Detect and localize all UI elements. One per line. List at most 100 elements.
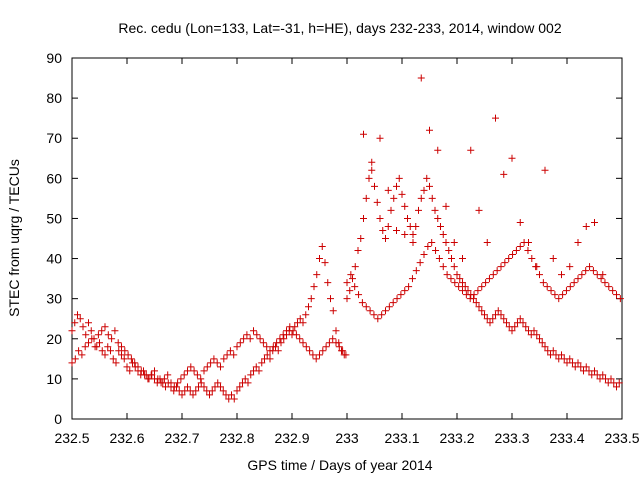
data-point bbox=[355, 291, 363, 299]
data-point bbox=[591, 367, 598, 375]
data-point bbox=[485, 275, 493, 283]
data-point bbox=[578, 271, 586, 279]
data-point bbox=[445, 247, 453, 255]
data-point bbox=[475, 303, 483, 311]
data-point bbox=[442, 239, 450, 247]
data-point bbox=[486, 319, 494, 327]
data-point bbox=[371, 182, 378, 190]
data-point bbox=[109, 355, 117, 363]
data-point bbox=[459, 279, 466, 287]
data-point bbox=[223, 351, 231, 359]
data-point bbox=[566, 355, 574, 363]
data-point bbox=[68, 359, 76, 367]
data-point bbox=[401, 230, 409, 238]
data-point bbox=[244, 379, 252, 387]
data-point bbox=[558, 271, 565, 279]
data-point bbox=[197, 375, 205, 383]
data-point bbox=[274, 347, 282, 355]
data-point bbox=[459, 287, 466, 295]
data-point bbox=[85, 319, 92, 327]
data-point bbox=[397, 291, 405, 299]
data-point bbox=[597, 275, 605, 283]
data-point bbox=[493, 267, 501, 275]
data-point bbox=[589, 267, 597, 275]
data-point bbox=[230, 395, 238, 403]
y-tick-label: 90 bbox=[46, 50, 62, 66]
data-point bbox=[108, 335, 116, 343]
data-point bbox=[206, 391, 213, 399]
data-point bbox=[160, 375, 168, 383]
y-tick-label: 20 bbox=[46, 331, 62, 347]
data-point bbox=[574, 239, 582, 247]
data-point bbox=[126, 367, 134, 375]
data-point bbox=[318, 243, 326, 251]
data-point bbox=[482, 279, 490, 287]
data-point bbox=[68, 327, 76, 335]
data-point bbox=[443, 271, 451, 279]
data-point bbox=[562, 287, 570, 295]
data-point bbox=[586, 263, 594, 271]
data-point bbox=[609, 287, 617, 295]
data-point bbox=[566, 283, 574, 291]
data-point bbox=[292, 331, 300, 339]
data-point bbox=[78, 351, 86, 359]
data-point bbox=[246, 335, 254, 343]
data-point bbox=[167, 379, 175, 387]
data-point bbox=[384, 222, 392, 230]
data-point bbox=[582, 363, 590, 371]
data-point bbox=[447, 275, 455, 283]
y-tick-label: 10 bbox=[46, 371, 62, 387]
data-point bbox=[448, 255, 455, 263]
data-point bbox=[332, 339, 340, 347]
data-point bbox=[393, 295, 401, 303]
data-point bbox=[439, 230, 447, 238]
data-point bbox=[197, 379, 205, 387]
data-point bbox=[241, 375, 249, 383]
x-tick-label: 232.7 bbox=[164, 430, 199, 446]
data-point bbox=[76, 315, 84, 323]
data-point bbox=[420, 251, 428, 259]
data-point bbox=[347, 271, 355, 279]
data-point bbox=[233, 343, 241, 351]
data-point bbox=[263, 343, 271, 351]
data-point bbox=[273, 339, 281, 347]
data-point bbox=[453, 271, 461, 279]
data-point bbox=[339, 347, 347, 355]
data-point bbox=[409, 239, 417, 247]
data-points bbox=[68, 74, 624, 403]
data-point bbox=[404, 214, 411, 222]
data-point bbox=[283, 327, 290, 335]
x-tick-label: 233.5 bbox=[604, 430, 639, 446]
data-point bbox=[203, 363, 211, 371]
x-tick-labels: 232.5 232.6 232.7 232.8 232.9 233 233.1 233.2 23… bbox=[54, 430, 639, 446]
data-point bbox=[423, 174, 431, 182]
data-point bbox=[393, 182, 400, 190]
data-point bbox=[483, 239, 491, 247]
x-axis-label: GPS time / Days of year 2014 bbox=[247, 457, 432, 473]
data-point bbox=[316, 255, 323, 263]
data-point bbox=[266, 355, 274, 363]
data-point bbox=[615, 379, 623, 387]
data-point bbox=[528, 255, 536, 263]
chart-title: Rec. cedu (Lon=133, Lat=-31, h=HE), days… bbox=[118, 20, 561, 36]
data-point bbox=[71, 355, 79, 363]
data-point bbox=[219, 387, 227, 395]
data-point bbox=[508, 327, 516, 335]
data-point bbox=[101, 323, 109, 331]
data-point bbox=[88, 335, 96, 343]
data-point bbox=[217, 383, 224, 391]
data-point bbox=[342, 351, 350, 359]
data-point bbox=[492, 114, 499, 122]
data-point bbox=[374, 315, 382, 323]
data-point bbox=[310, 283, 318, 291]
data-point bbox=[365, 174, 373, 182]
data-point bbox=[503, 319, 510, 327]
data-point bbox=[516, 218, 524, 226]
data-point bbox=[269, 343, 277, 351]
data-point bbox=[299, 339, 307, 347]
data-point bbox=[462, 291, 470, 299]
data-point bbox=[107, 347, 114, 355]
data-point bbox=[309, 351, 317, 359]
data-point bbox=[306, 347, 314, 355]
data-point bbox=[192, 387, 200, 395]
